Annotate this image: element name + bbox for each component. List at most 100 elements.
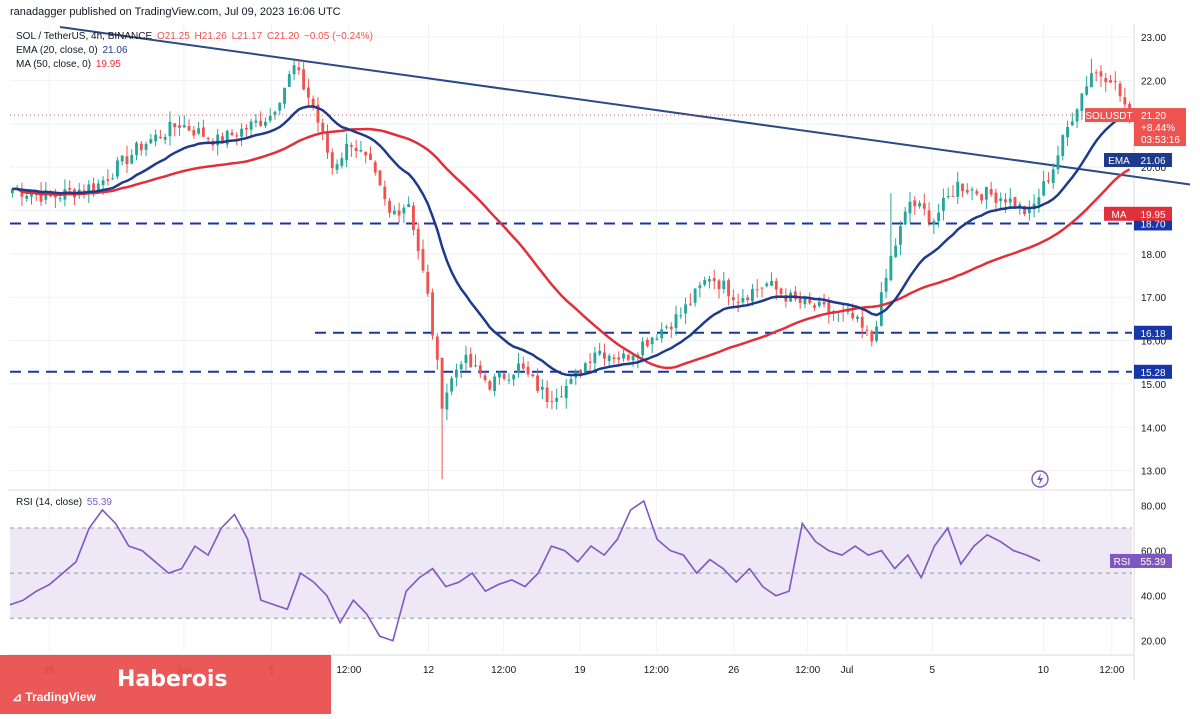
- tv-logo-icon: ⊿: [12, 690, 23, 704]
- candle-body: [879, 292, 883, 326]
- candle-body: [149, 139, 153, 144]
- ema-name-label: EMA: [1108, 156, 1130, 167]
- candle-body: [1123, 97, 1127, 105]
- candle-body: [216, 134, 220, 146]
- candle-body: [1075, 109, 1079, 122]
- candle-body: [259, 120, 263, 126]
- time-tick-label: 12:00: [1099, 665, 1124, 676]
- price-tag: [1134, 108, 1186, 147]
- candle-body: [817, 301, 821, 306]
- price-pane[interactable]: [8, 24, 1134, 488]
- price-tag-value: 21.20: [1141, 111, 1166, 122]
- candle-body: [383, 186, 387, 200]
- price-tick-label: 22.00: [1141, 76, 1166, 87]
- rsi-name-label: RSI: [1114, 557, 1131, 568]
- candle-body: [378, 170, 382, 186]
- candle-body: [1113, 81, 1117, 83]
- tv-logo-text: TradingView: [25, 690, 96, 704]
- candle-body: [937, 212, 941, 222]
- candle-body: [96, 183, 100, 191]
- candle-body: [846, 311, 850, 313]
- ma-name-label: MA: [1112, 210, 1127, 221]
- candle-body: [1061, 135, 1065, 156]
- candle-body: [813, 305, 816, 308]
- candle-body: [645, 339, 649, 347]
- candle-body: [746, 297, 750, 301]
- candle-body: [526, 366, 530, 375]
- candle-body: [1085, 86, 1089, 95]
- candle-body: [154, 134, 158, 142]
- candle-body: [225, 130, 229, 145]
- time-tick-label: 10: [1038, 665, 1050, 676]
- candle-body: [946, 195, 950, 197]
- candle-body: [44, 190, 48, 200]
- candle-body: [316, 104, 320, 123]
- candle-body: [459, 364, 463, 370]
- candle-body: [622, 353, 625, 359]
- candle-body: [741, 298, 745, 303]
- candle-body: [927, 210, 931, 223]
- candle-body: [679, 315, 683, 317]
- candle-body: [326, 133, 329, 153]
- candle-body: [765, 283, 769, 287]
- ma-layer: [10, 105, 1132, 377]
- tradingview-logo[interactable]: ⊿ TradingView: [12, 690, 96, 704]
- legend-rsi-row[interactable]: RSI (14, close) 55.39: [16, 497, 112, 508]
- lightning-icon[interactable]: [1031, 470, 1049, 488]
- candle-body: [712, 278, 716, 282]
- candle-body: [1042, 181, 1046, 196]
- candle-body: [311, 98, 315, 107]
- candle-body: [106, 179, 110, 181]
- candle-body: [669, 326, 673, 330]
- candle-body: [655, 338, 659, 340]
- candle-body: [34, 194, 38, 196]
- symbol-tag-label: SOLUSDT: [1085, 111, 1132, 122]
- legend-symbol: SOL / TetherUS, 4h, BINANCE: [16, 31, 153, 42]
- candle-body: [798, 298, 802, 303]
- candle-body: [617, 357, 621, 360]
- candle-body: [254, 120, 258, 123]
- candle-body: [173, 123, 177, 128]
- candle-body: [1118, 83, 1122, 97]
- candle-body: [980, 194, 984, 201]
- candle-body: [770, 280, 773, 286]
- support-level-label: 16.18: [1140, 329, 1165, 340]
- candle-body: [115, 160, 119, 177]
- candle-body: [340, 158, 344, 166]
- candle-body: [626, 355, 630, 360]
- rsi-layer: [9, 499, 1041, 642]
- candle-body: [999, 198, 1003, 202]
- candle-body: [607, 355, 611, 361]
- candle-body: [975, 191, 979, 195]
- ema-line: [12, 105, 1130, 377]
- candle-body: [1066, 127, 1069, 138]
- candle-body: [68, 188, 72, 190]
- rsi-tick-label: 40.00: [1141, 592, 1166, 603]
- candle-body: [407, 203, 411, 208]
- candle-body: [665, 326, 668, 328]
- time-tick-label: 12: [423, 665, 435, 676]
- legend-ema-row[interactable]: EMA (20, close, 0) 21.06: [16, 45, 128, 56]
- candle-body: [10, 188, 14, 194]
- candle-body: [1104, 78, 1108, 83]
- legend-high: H21.26: [194, 31, 227, 42]
- candle-body: [120, 155, 124, 162]
- candle-body: [703, 279, 707, 285]
- candle-body: [507, 379, 511, 381]
- legend-ma-row[interactable]: MA (50, close, 0) 19.95: [16, 59, 121, 70]
- ma-name-tag: [1104, 206, 1134, 221]
- candle-body: [101, 180, 105, 186]
- candle-body: [264, 121, 267, 126]
- candle-body: [956, 181, 960, 197]
- candle-body: [750, 289, 754, 302]
- candle-body: [899, 226, 902, 245]
- candle-body: [144, 143, 148, 150]
- candle-body: [302, 69, 306, 90]
- candle-body: [540, 386, 544, 390]
- candle-body: [192, 130, 196, 136]
- candle-body: [354, 147, 358, 152]
- candle-body: [894, 245, 898, 257]
- candle-body: [53, 195, 57, 198]
- time-tick-label: Jul: [841, 665, 854, 676]
